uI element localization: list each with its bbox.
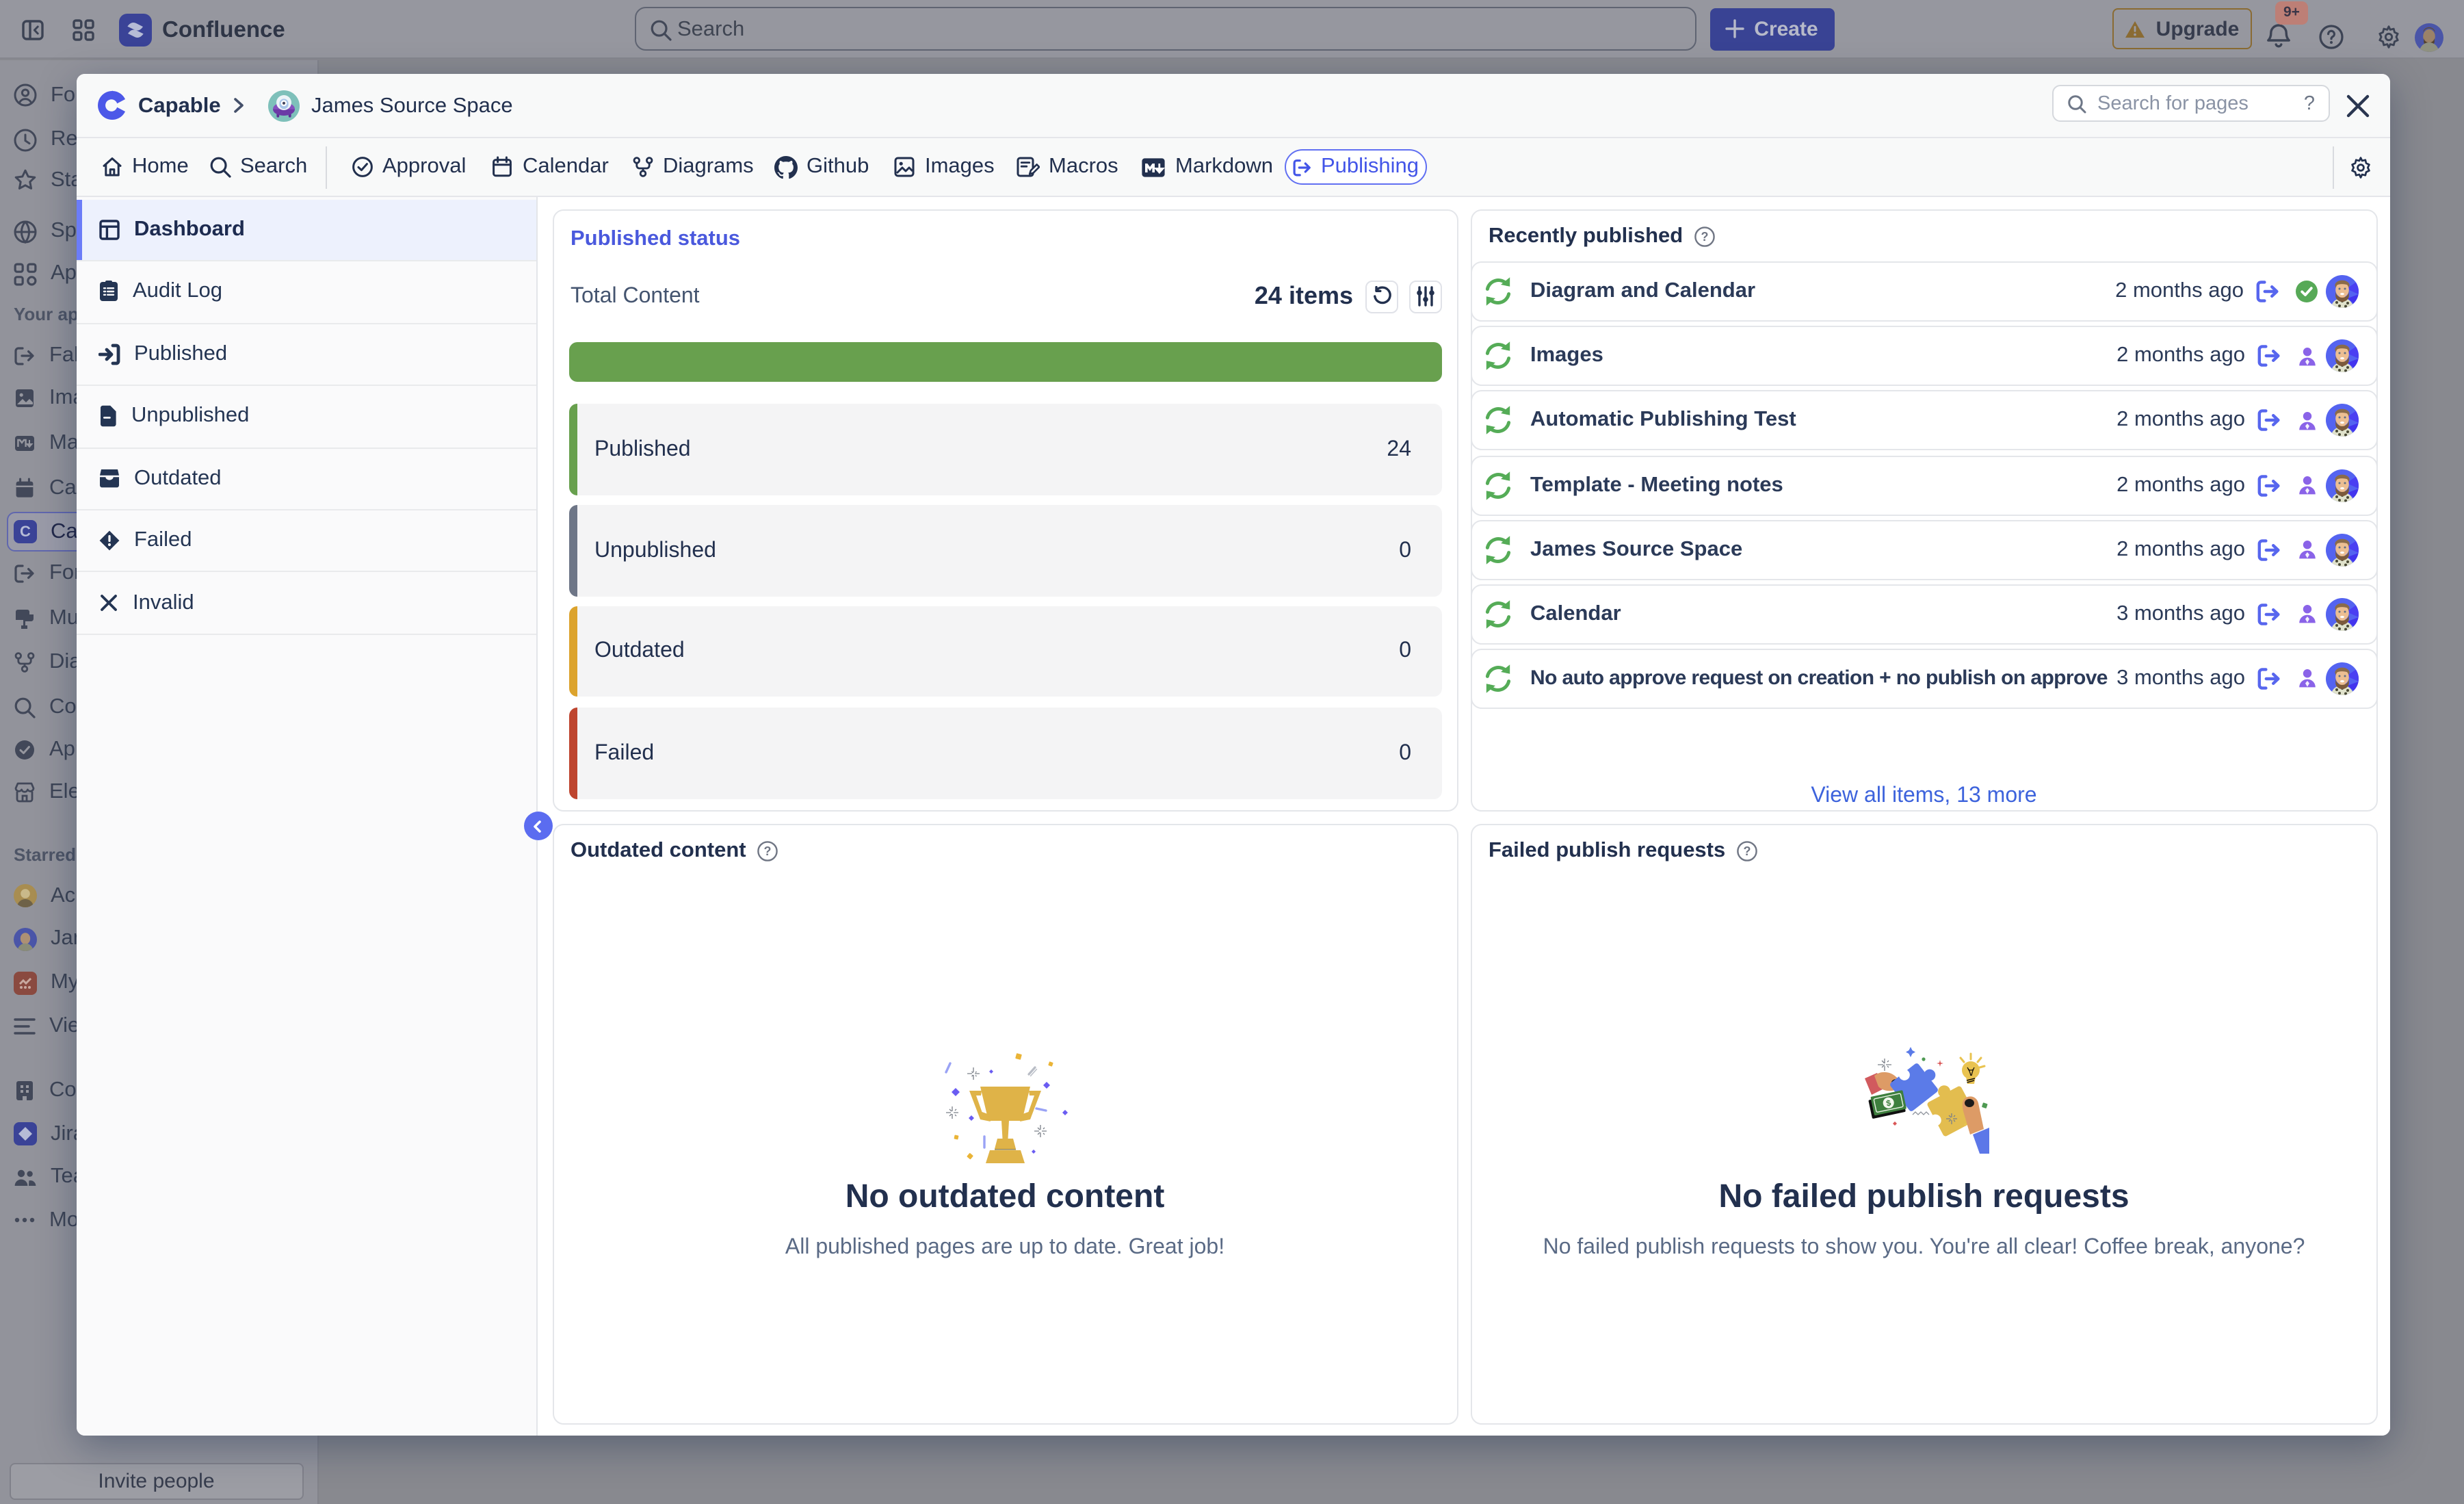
svg-text:?: ? xyxy=(764,844,772,858)
svg-text:?: ? xyxy=(1701,230,1709,244)
svg-text:$: $ xyxy=(1885,1098,1891,1108)
svg-text:?: ? xyxy=(1744,844,1751,858)
